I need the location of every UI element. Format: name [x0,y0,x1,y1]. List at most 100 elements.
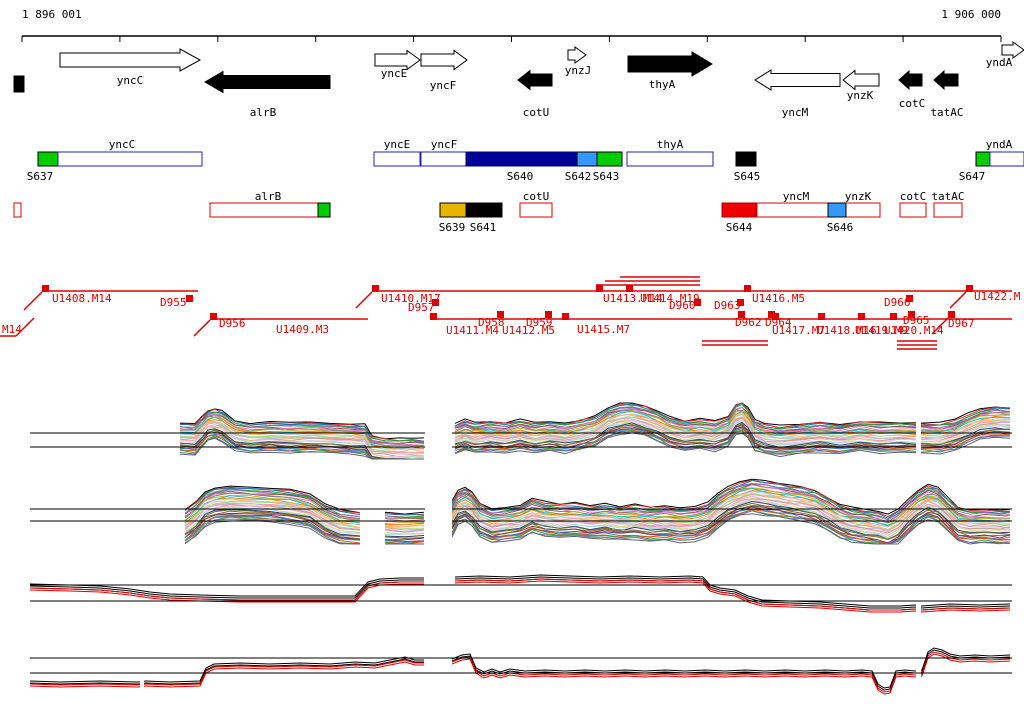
gene-arrow-tatAC[interactable] [933,69,959,91]
segment-box-S645[interactable] [735,151,757,167]
probe-label-U1417.M7[interactable]: U1417.M7 [772,324,825,337]
probe-flag[interactable] [596,285,603,292]
probe-flag[interactable] [497,311,504,318]
gene-arrow-partial[interactable] [13,75,25,93]
probe-flag[interactable] [744,285,751,292]
signal-line [184,490,361,520]
ratio-line [29,577,424,597]
probe-flag[interactable] [966,285,973,292]
segment-box-S640[interactable] [465,151,578,167]
probe-diagonal [931,317,949,335]
gene-arrow-yncM[interactable] [754,69,841,91]
segment-box-S644[interactable] [721,202,757,218]
probe-flag[interactable] [42,285,49,292]
gene-arrow-ynzJ[interactable] [567,46,587,64]
segment-box-alrB-green-end[interactable] [317,202,331,218]
probe-label-D959[interactable]: D959 [526,316,553,329]
probe-label-D967[interactable]: D967 [948,317,975,330]
probe-label-U1412.M5[interactable]: U1412.M5 [502,324,555,337]
probe-flag[interactable] [908,311,915,318]
segment-box-S637[interactable] [37,151,59,167]
probe-label-U1413.M14[interactable]: U1413.M14 [603,292,663,305]
segment-box-S643[interactable] [596,151,623,167]
probe-label-U1409.M3[interactable]: U1409.M3 [276,323,329,336]
probe-label-U1415.M7[interactable]: U1415.M7 [577,323,630,336]
gene-label-yncF: yncF [430,79,457,92]
probe-flag[interactable] [818,313,825,320]
segment-box-S642[interactable] [576,151,598,167]
gene-arrow-cotC[interactable] [898,69,923,91]
ratio-line [29,656,424,683]
probe-flag[interactable] [890,313,897,320]
probe-flag[interactable] [432,299,439,306]
probe-label-U1408.M14[interactable]: U1408.M14 [52,292,112,305]
probe-flag[interactable] [694,299,701,306]
segment-box-S639[interactable] [439,202,467,218]
segment-box-S641[interactable] [465,202,503,218]
probe-flag[interactable] [772,313,779,320]
gene-arrow-yncF[interactable] [420,49,468,71]
gene-arrow-ynzK[interactable] [842,69,880,91]
probe-label-U1422.M[interactable]: U1422.M [974,290,1021,303]
probe-flag[interactable] [430,313,437,320]
probe-label-D965[interactable]: D965 [903,314,930,327]
segment-box-S647-green[interactable] [975,151,991,167]
probe-flag[interactable] [372,285,379,292]
gene-arrow-alrB[interactable] [204,70,331,94]
segment-label-yncF: yncF [431,138,458,151]
probe-flag[interactable] [768,311,775,318]
probe-label-D964[interactable]: D964 [765,316,792,329]
probe-label-D966[interactable]: D966 [884,296,911,309]
segment-box-yncM[interactable] [756,202,881,218]
gene-arrow-yncE[interactable] [374,49,421,71]
signal-line [384,539,425,544]
probe-label-D962[interactable]: D962 [735,316,762,329]
probe-label-U1416.M5[interactable]: U1416.M5 [752,292,805,305]
probe-label-U1411.M4[interactable]: U1411.M4 [446,324,499,337]
probe-flag[interactable] [906,295,913,302]
probe-flag[interactable] [545,311,552,318]
probe-label-D955[interactable]: D955 [160,296,187,309]
segment-box-yncF[interactable] [420,151,467,167]
segment-box-yncC[interactable] [57,151,203,167]
segment-box-cotU[interactable] [519,202,553,218]
gene-arrow-cotU[interactable] [517,69,553,91]
probe-flag[interactable] [858,313,865,320]
probe-flag[interactable] [738,311,745,318]
segment-box-S646[interactable] [827,202,847,218]
probe-label-D957[interactable]: D957 [408,301,435,314]
probe-label-D960[interactable]: D960 [669,299,696,312]
probe-label-M14[interactable]: M14 [2,323,22,336]
probe-label-U1410.M17[interactable]: U1410.M17 [381,292,441,305]
probe-flag[interactable] [626,285,633,292]
probe-label-U1414.M19[interactable]: U1414.M19 [640,292,700,305]
probe-label-U1418.M16[interactable]: U1418.M16 [817,324,877,337]
segment-label-S644: S644 [726,221,753,234]
gene-arrow-yndA[interactable] [1001,41,1024,59]
signal-line [184,485,361,514]
probe-label-D963[interactable]: D963 [714,299,741,312]
probe-flag[interactable] [186,295,193,302]
segment-box-yncE[interactable] [373,151,421,167]
probe-flag[interactable] [210,313,217,320]
signal-line [451,492,1011,531]
gene-arrow-yncC[interactable] [59,48,202,72]
gene-arrow-thyA[interactable] [627,51,713,77]
segment-box-alrB[interactable] [209,202,331,218]
segment-box-left-partial[interactable] [13,202,22,218]
segment-box-thyA[interactable] [626,151,714,167]
segment-box-tatAC[interactable] [933,202,963,218]
ratio-line [454,576,1011,609]
probe-flag[interactable] [737,299,744,306]
probe-label-D958[interactable]: D958 [478,316,505,329]
probe-flag[interactable] [562,313,569,320]
probe-label-D956[interactable]: D956 [219,317,246,330]
segment-box-yndA[interactable] [989,151,1024,167]
probe-label-U1419.M9[interactable]: U1419.M9 [855,324,908,337]
probe-diagonal [949,291,967,309]
probe-flag[interactable] [948,311,955,318]
segment-box-cotC[interactable] [899,202,927,218]
probe-label-U1420.M14[interactable]: U1420.M14 [884,324,944,337]
